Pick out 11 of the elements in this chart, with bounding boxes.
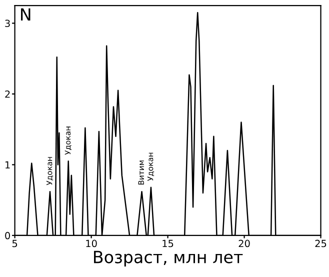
y-tick-label: 2	[5, 90, 10, 98]
y-tick-label: 3	[5, 20, 10, 28]
x-tick-label: 15	[162, 240, 174, 248]
x-tick-label: 20	[238, 240, 250, 248]
x-tick-label: 25	[315, 240, 326, 248]
y-tick-label: 1	[6, 161, 10, 168]
x-axis-title: Возраст, млн лет	[94, 250, 243, 267]
x-tick-label: 5	[12, 240, 18, 248]
y-axis-title: N	[21, 8, 30, 21]
x-tick-label: 10	[86, 240, 97, 248]
y-tick-label: 0	[5, 232, 10, 240]
